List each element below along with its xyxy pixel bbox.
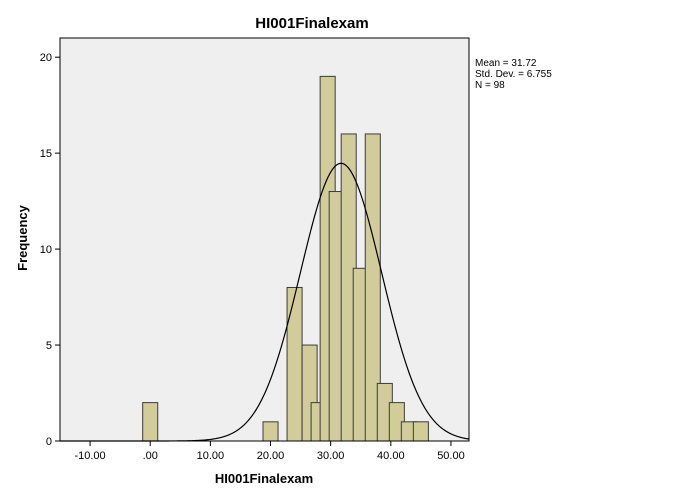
y-tick-label: 15 bbox=[40, 148, 52, 160]
x-tick-label: 40.00 bbox=[377, 450, 405, 462]
x-axis-label: HI001Finalexam bbox=[215, 471, 313, 486]
x-tick-label: .00 bbox=[143, 450, 158, 462]
y-tick-label: 10 bbox=[40, 244, 52, 256]
bars-layer bbox=[142, 75, 429, 442]
histogram-bar-0 bbox=[142, 402, 159, 442]
x-ticks-layer: -10.00 .00 10.00 20.00 30.00 40.00 50.00 bbox=[74, 441, 465, 462]
histogram-bar-13 bbox=[412, 421, 429, 442]
histogram-bar-2 bbox=[286, 286, 303, 442]
y-axis-label: Frequency bbox=[15, 204, 30, 271]
y-tick-label: 20 bbox=[40, 52, 52, 64]
y-tick-label: 0 bbox=[46, 436, 52, 448]
stats-std-dev: Std. Dev. = 6.755 bbox=[475, 69, 552, 80]
stats-n: N = 98 bbox=[475, 80, 505, 91]
x-tick-label: 30.00 bbox=[317, 450, 345, 462]
y-tick-label: 5 bbox=[46, 340, 52, 352]
histogram-bar-1 bbox=[262, 421, 279, 442]
x-tick-label: -10.00 bbox=[74, 450, 105, 462]
y-ticks-layer: 0 5 10 15 20 bbox=[40, 52, 60, 448]
plot-area bbox=[59, 37, 470, 442]
x-tick-label: 10.00 bbox=[197, 450, 225, 462]
x-tick-label: 50.00 bbox=[437, 450, 465, 462]
chart-title: HI001Finalexam bbox=[255, 15, 368, 32]
stats-mean: Mean = 31.72 bbox=[475, 58, 537, 69]
x-tick-label: 20.00 bbox=[257, 450, 285, 462]
